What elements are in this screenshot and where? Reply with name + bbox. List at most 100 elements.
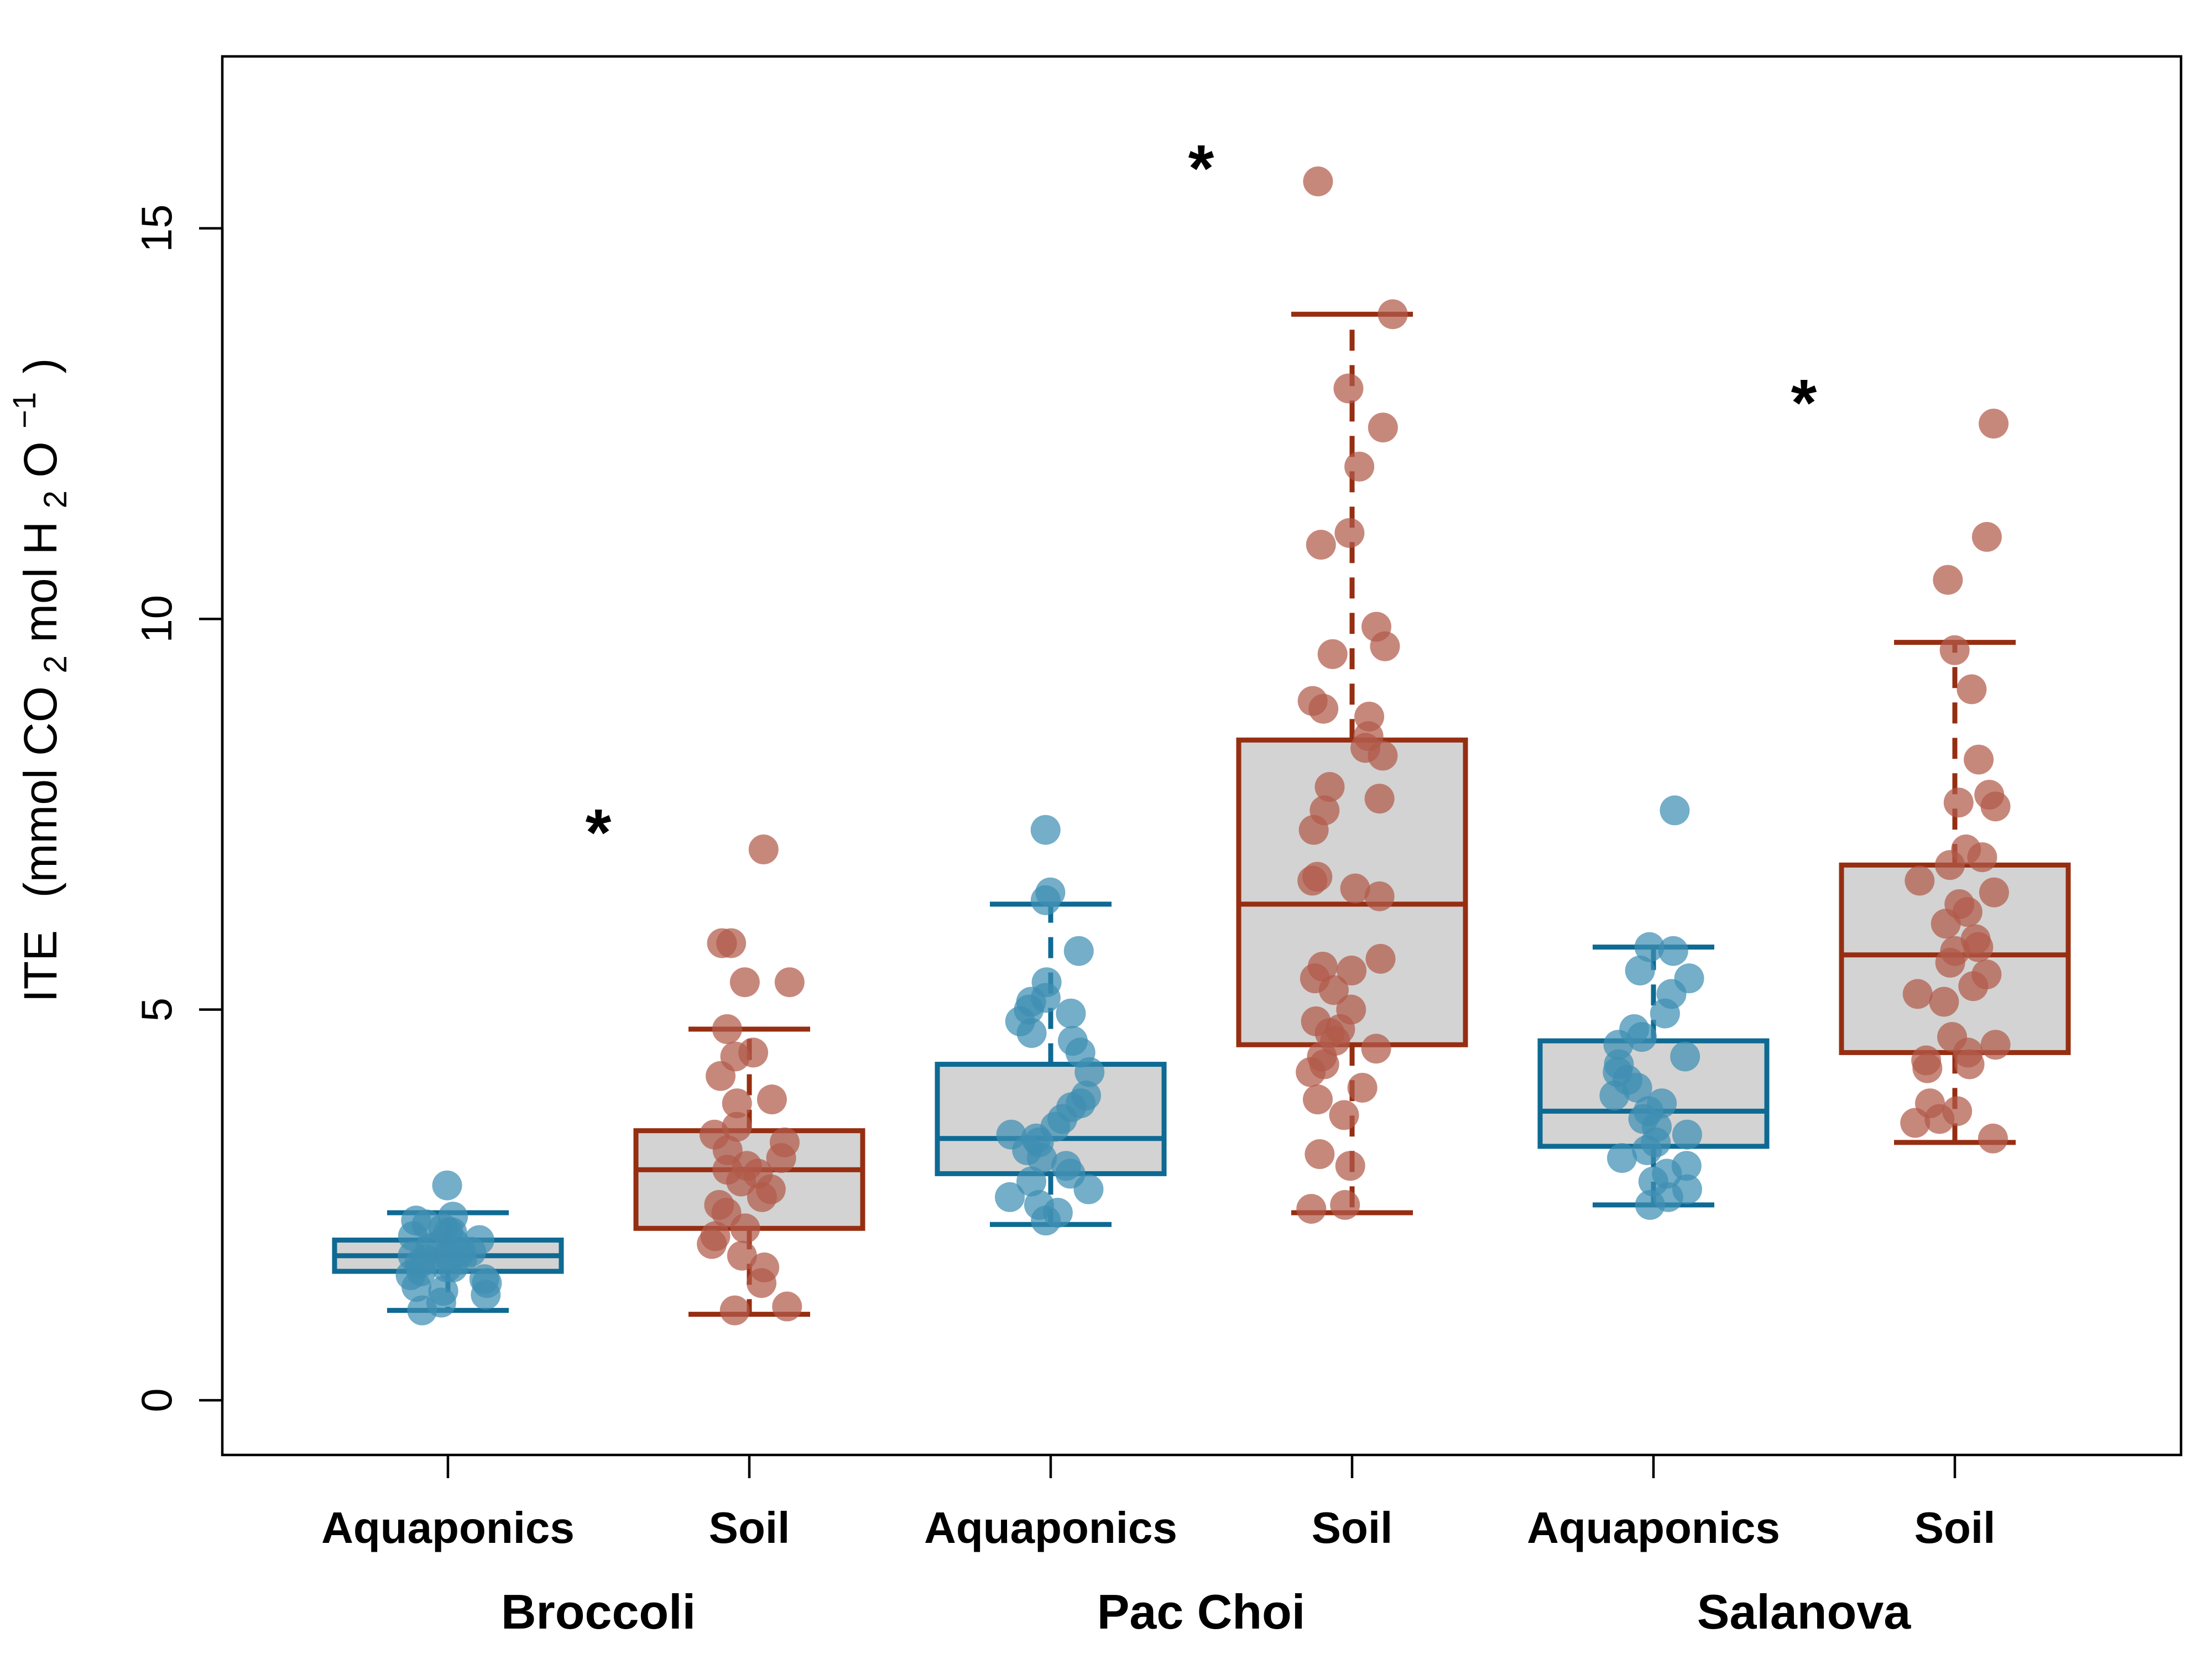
data-point xyxy=(1016,1166,1047,1197)
data-point xyxy=(726,1166,757,1197)
data-point xyxy=(1305,1139,1335,1170)
points-broccoli-aquaponics xyxy=(395,1170,502,1326)
data-point xyxy=(766,1143,796,1173)
data-point xyxy=(1939,635,1970,665)
points-broccoli-soil xyxy=(697,834,805,1326)
data-point xyxy=(1967,842,1997,873)
data-point xyxy=(1634,932,1665,962)
data-point xyxy=(1030,885,1061,915)
x-tick-label: Soil xyxy=(709,1503,790,1552)
y-axis-title-sup: −1 xyxy=(7,392,43,429)
data-point xyxy=(426,1287,456,1318)
data-point xyxy=(712,1014,742,1044)
group-label: Pac Choi xyxy=(1097,1584,1306,1639)
data-point xyxy=(1900,1108,1931,1138)
x-axis: Aquaponics Soil Aquaponics Soil Aquaponics So… xyxy=(321,132,1995,1639)
data-point xyxy=(1368,740,1398,771)
data-point xyxy=(1329,1100,1359,1130)
data-point xyxy=(757,1084,787,1115)
x-tick-label: Soil xyxy=(1914,1503,1996,1552)
data-point xyxy=(706,1061,736,1091)
data-point xyxy=(1335,1151,1365,1181)
data-point xyxy=(1607,1143,1637,1173)
data-point xyxy=(1361,1034,1391,1064)
data-point xyxy=(432,1252,462,1282)
data-point xyxy=(1933,565,1963,595)
y-tick-label: 15 xyxy=(132,204,181,252)
data-point xyxy=(1599,1081,1630,1111)
y-axis-title: ITE (mmol CO 2 mol H 2 O −1 ) xyxy=(7,358,74,1002)
points-salanova-aquaponics xyxy=(1599,795,1704,1220)
y-axis-title-sub1: 2 xyxy=(38,655,74,673)
data-point xyxy=(730,1213,760,1244)
data-point xyxy=(1635,1190,1665,1220)
data-point xyxy=(1364,784,1395,814)
data-point xyxy=(1979,877,2009,907)
data-point xyxy=(1063,936,1094,966)
y-tick-label: 0 xyxy=(132,1388,181,1412)
data-point xyxy=(727,1240,757,1271)
data-point xyxy=(1296,1057,1326,1087)
data-point xyxy=(1660,795,1690,826)
data-point xyxy=(437,1217,467,1248)
point-series xyxy=(395,166,2011,1326)
data-point xyxy=(1378,299,1408,330)
data-point xyxy=(1632,1135,1662,1165)
data-point xyxy=(747,1268,777,1298)
x-tick-label: Aquaponics xyxy=(321,1503,575,1552)
data-point xyxy=(1016,1018,1047,1048)
data-point xyxy=(1622,1072,1652,1103)
data-point xyxy=(1963,932,1994,962)
data-point xyxy=(1929,987,1959,1017)
data-point xyxy=(722,1112,752,1142)
y-tick-label: 10 xyxy=(132,595,181,643)
data-point xyxy=(1314,772,1345,802)
data-point xyxy=(1650,998,1680,1029)
data-point xyxy=(1297,865,1328,896)
x-tick-label: Soil xyxy=(1312,1503,1393,1552)
data-point xyxy=(729,967,760,998)
data-point xyxy=(1298,815,1329,845)
y-axis-title-mid: mol H xyxy=(14,521,66,643)
data-point xyxy=(1957,674,1987,705)
data-point xyxy=(1670,1041,1700,1072)
data-point xyxy=(1303,166,1333,197)
data-point xyxy=(1031,1206,1061,1236)
y-tick-label: 5 xyxy=(132,998,181,1021)
data-point xyxy=(1979,409,2009,439)
data-point xyxy=(1344,451,1375,482)
data-point xyxy=(1318,975,1349,1005)
data-point xyxy=(1980,1030,2011,1060)
data-point xyxy=(1333,373,1364,404)
data-point xyxy=(401,1272,432,1302)
data-point xyxy=(1365,943,1396,974)
data-point xyxy=(747,1182,777,1212)
y-axis-title-sub2: 2 xyxy=(38,491,74,508)
data-point xyxy=(748,834,779,865)
data-point xyxy=(471,1280,501,1310)
data-point xyxy=(1625,956,1655,986)
data-point xyxy=(719,1295,750,1326)
points-salanova-soil xyxy=(1900,409,2011,1154)
group-label: Salanova xyxy=(1697,1584,1911,1639)
plot-frame xyxy=(221,55,2183,1457)
x-tick-label: Aquaponics xyxy=(1527,1503,1780,1552)
data-point xyxy=(1924,1104,1955,1134)
data-point xyxy=(1340,873,1370,904)
data-point xyxy=(774,967,805,998)
data-point xyxy=(722,1088,752,1119)
data-point xyxy=(1964,744,1994,775)
data-point xyxy=(1027,1143,1057,1173)
points-pac-choi-aquaponics xyxy=(995,815,1105,1236)
data-point xyxy=(1958,971,1989,1001)
data-point xyxy=(697,1229,727,1259)
y-axis-title-close: ) xyxy=(14,358,66,373)
data-point xyxy=(1306,530,1336,560)
data-point xyxy=(1935,947,1965,978)
significance-marker: * xyxy=(1188,132,1214,206)
y-axis-title-o: O xyxy=(14,441,66,477)
data-point xyxy=(1931,909,1961,939)
data-point xyxy=(432,1170,462,1201)
